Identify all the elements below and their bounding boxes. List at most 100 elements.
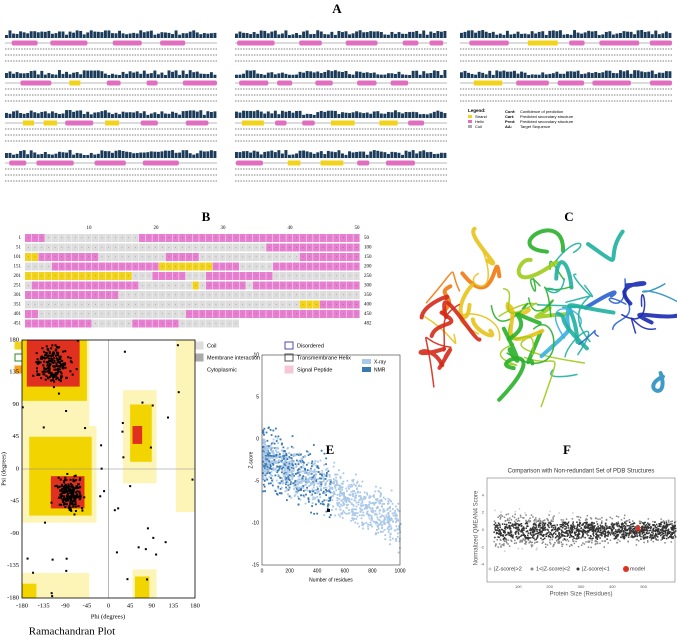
structure-point [315,471,317,473]
confidence-bar [58,114,61,118]
y-axis-label: Psi (degrees) [0,452,7,486]
confidence-bar [299,151,302,158]
structure-point [287,470,289,472]
structure-point [311,483,313,485]
confidence-bar [79,110,82,118]
structure-point [316,496,318,498]
structure-point [619,532,621,534]
confidence-bar [115,75,118,78]
confidence-bar [83,34,86,38]
structure-point [298,498,300,500]
residue-point [35,361,37,363]
confidence-bar [412,150,415,158]
residue-point [64,506,66,508]
structure-point [359,507,361,509]
structure-point [280,438,282,440]
structure-point [272,450,274,452]
confidence-bar [246,70,249,78]
confidence-bar [658,73,661,78]
structure-point [578,537,580,539]
structure-point [505,526,507,528]
confidence-bar [408,112,411,118]
confidence-bar [665,32,668,38]
structure-point [590,525,592,527]
structure-point [275,469,277,471]
structure-point [577,524,579,526]
structure-point [338,514,340,516]
structure-point [281,487,283,489]
structure-point [297,487,299,489]
confidence-bar [327,111,330,118]
structure-point [360,485,362,487]
confidence-bar [192,110,195,118]
structure-point [596,537,598,539]
structure-point [382,503,384,505]
residue-point [53,357,55,359]
confidence-bar [661,73,664,78]
structure-point [265,464,267,466]
favored-region [22,584,36,598]
confidence-bar [570,35,573,38]
structure-point [293,447,295,449]
structure-point [312,491,314,493]
structure-point [514,540,516,542]
structure-point [610,534,612,536]
confidence-bar [481,73,484,78]
confidence-bar [277,73,280,78]
structure-point [299,474,301,476]
confidence-bar [412,32,415,38]
structure-point [270,444,272,446]
confidence-bar [12,74,15,78]
confidence-bar [260,154,263,158]
residue-point [146,578,148,580]
structure-point [671,541,673,543]
structure-point [510,522,512,524]
residue-point [67,500,69,502]
structure-point [292,461,294,463]
structure-point [572,512,574,514]
residue-point [64,477,66,479]
structure-point [303,462,305,464]
column-number: 20 [154,226,160,231]
residue-point [47,348,49,350]
structure-point [595,540,597,542]
residue-point [63,485,65,487]
confidence-bar [143,71,146,78]
structure-point [521,541,523,543]
structure-point [396,520,398,522]
confidence-bar [253,151,256,158]
structure-point [672,527,674,529]
x-tick-label: -180 [16,602,28,609]
confidence-bar [623,71,626,78]
structure-point [659,533,661,535]
confidence-bar [129,112,132,118]
structure-point [354,492,356,494]
structure-point [615,529,617,531]
structure-point [675,521,677,523]
structure-point [281,465,283,467]
confidence-bar [26,154,29,158]
confidence-bar [334,35,337,38]
confidence-bar [256,74,259,78]
structure-point [670,521,672,523]
confidence-bar [580,74,583,78]
confidence-bar [171,72,174,78]
structure-point [335,484,337,486]
structure-point [361,524,363,526]
strand [474,81,502,86]
confidence-bar [316,30,319,38]
residue-point [51,355,53,357]
residue-point [78,483,80,485]
structure-point [263,490,265,492]
structure-point [572,529,574,531]
structure-point [586,519,588,521]
structure-point [308,501,310,503]
confidence-bar [355,152,358,158]
structure-point [378,528,380,530]
confidence-bar [185,111,188,118]
structure-point [576,516,578,518]
confidence-bar [433,33,436,38]
strand [23,121,34,126]
structure-point [275,490,277,492]
confidence-bar [640,71,643,78]
